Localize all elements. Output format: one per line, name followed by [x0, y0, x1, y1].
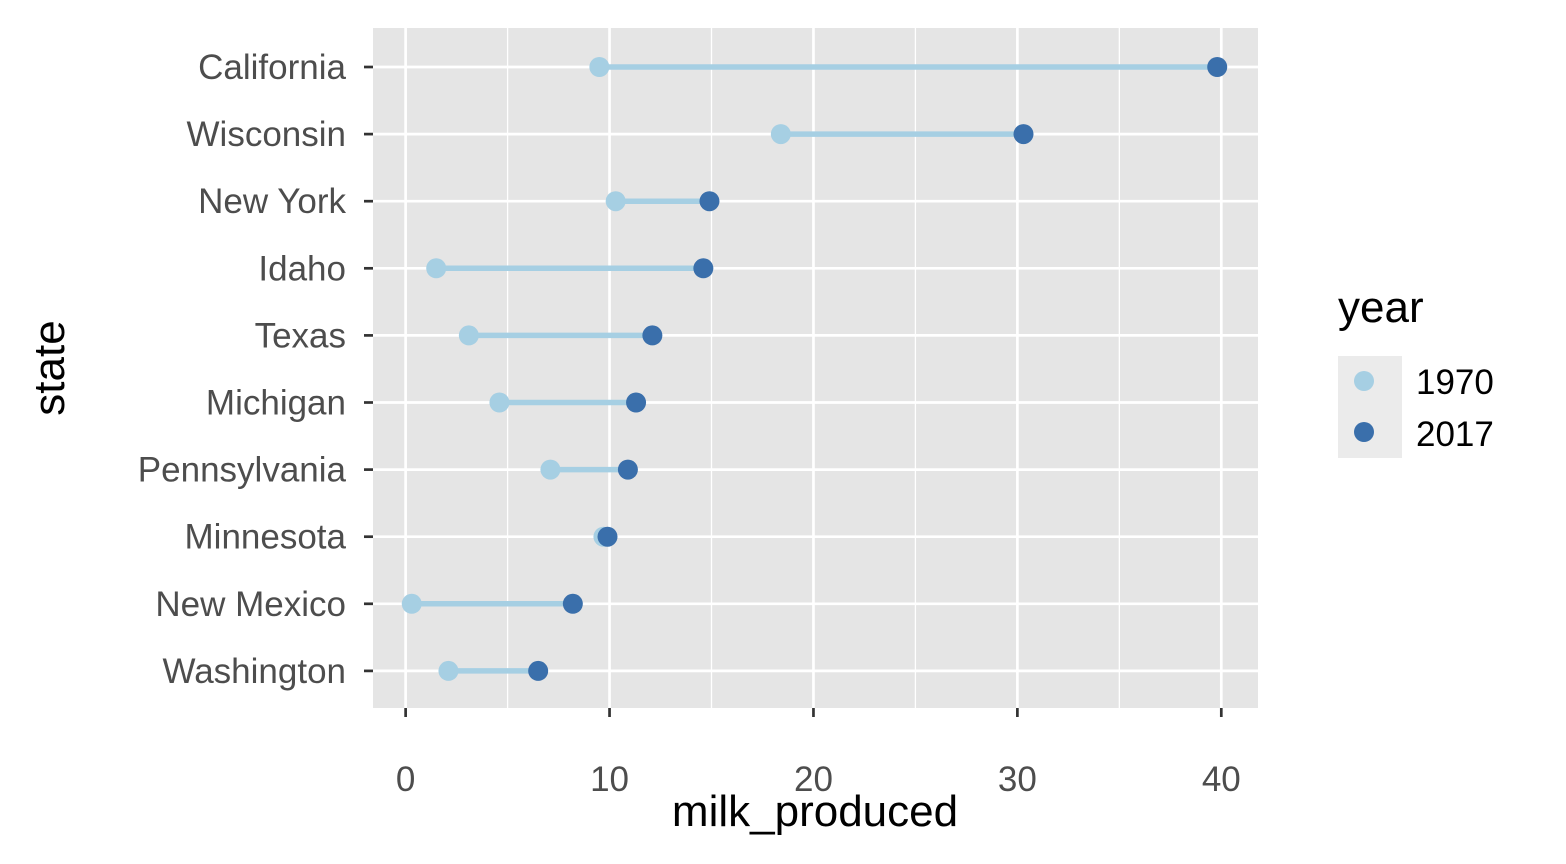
legend-title: year [1338, 283, 1424, 332]
legend-key-1970 [1354, 371, 1374, 391]
y-tick-label-texas: Texas [255, 316, 346, 355]
x-tick-label-0: 0 [396, 760, 415, 799]
y-tick-label-michigan: Michigan [206, 384, 346, 423]
legend-key-background [1338, 356, 1402, 458]
x-axis: 0 10 20 30 40 [396, 708, 1241, 799]
point-1970-new-york [605, 191, 626, 212]
legend: year 1970 2017 [1338, 283, 1494, 458]
point-2017-new-mexico [562, 593, 583, 614]
x-axis-title: milk_produced [672, 787, 958, 836]
point-1970-california [589, 57, 610, 77]
point-2017-california [1207, 57, 1228, 77]
y-tick-label-california: California [198, 48, 346, 87]
y-tick-label-new-mexico: New Mexico [155, 585, 346, 624]
segments [411, 64, 1218, 674]
point-1970-idaho [426, 258, 447, 279]
point-1970-wisconsin [770, 124, 791, 145]
minor-gridlines [506, 28, 1120, 708]
point-2017-pennsylvania [617, 459, 638, 480]
y-tick-label-wisconsin: Wisconsin [187, 115, 346, 154]
y-tick-label-new-york: New York [198, 182, 346, 221]
legend-label-1970: 1970 [1416, 363, 1494, 402]
point-1970-pennsylvania [540, 459, 561, 480]
point-2017-wisconsin [1013, 124, 1034, 145]
y-axis: California Wisconsin New York Idaho Texas Mic… [138, 48, 373, 691]
plot-panel [373, 28, 1258, 708]
y-tick-label-washington: Washington [162, 652, 346, 691]
y-tick-label-idaho: Idaho [258, 249, 346, 288]
points [401, 57, 1228, 681]
x-tick-label-20: 20 [794, 760, 833, 799]
point-2017-washington [528, 660, 549, 681]
legend-key-2017 [1354, 422, 1374, 442]
y-tick-label-minnesota: Minnesota [185, 518, 347, 557]
point-2017-texas [642, 325, 663, 346]
point-2017-minnesota [597, 526, 618, 547]
y-axis-title: state [25, 320, 74, 415]
point-1970-washington [438, 660, 459, 681]
point-1970-texas [458, 325, 479, 346]
point-2017-idaho [693, 258, 714, 279]
point-2017-new-york [699, 191, 720, 212]
point-2017-michigan [626, 392, 647, 413]
legend-label-2017: 2017 [1416, 415, 1494, 454]
point-1970-michigan [489, 392, 510, 413]
point-1970-new-mexico [401, 593, 422, 614]
x-tick-label-10: 10 [590, 760, 629, 799]
x-tick-label-30: 30 [998, 760, 1037, 799]
x-tick-label-40: 40 [1202, 760, 1241, 799]
y-tick-label-pennsylvania: Pennsylvania [138, 451, 347, 490]
